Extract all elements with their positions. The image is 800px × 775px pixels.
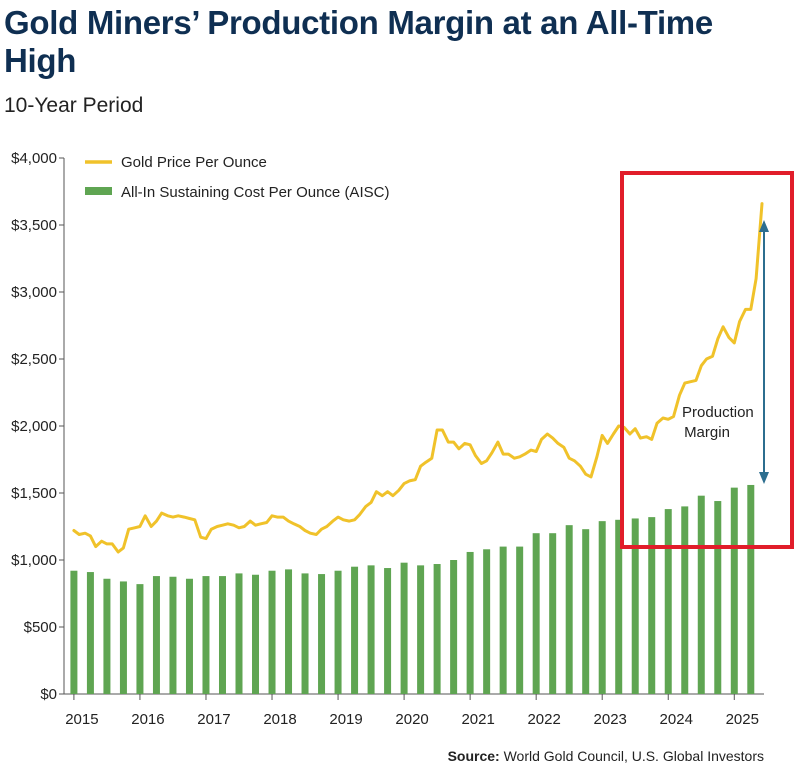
aisc-bar — [86, 572, 94, 694]
x-tick-label: 2017 — [197, 711, 230, 728]
aisc-bar — [582, 529, 590, 694]
aisc-bar — [136, 584, 144, 694]
aisc-bar — [598, 521, 606, 694]
source-note: Source: World Gold Council, U.S. Global … — [448, 748, 764, 764]
aisc-bar — [185, 578, 193, 694]
y-tick-label: $2,500 — [11, 351, 57, 368]
aisc-bar — [384, 568, 392, 694]
highlight-box — [620, 171, 794, 549]
aisc-bar — [466, 551, 474, 694]
aisc-bar — [301, 573, 309, 694]
production-margin-label: Production Margin — [682, 404, 758, 441]
aisc-bar — [70, 570, 78, 694]
aisc-bar — [318, 574, 326, 694]
y-tick-label: $1,000 — [11, 552, 57, 569]
aisc-bar — [433, 564, 441, 694]
y-tick-label: $500 — [24, 619, 57, 636]
aisc-bar — [119, 581, 127, 694]
aisc-bar — [417, 565, 425, 694]
x-tick-label: 2024 — [660, 711, 693, 728]
aisc-bar — [648, 517, 656, 694]
chart-subtitle: 10-Year Period — [4, 94, 144, 117]
x-tick-label: 2023 — [594, 711, 627, 728]
aisc-bar — [730, 487, 738, 694]
x-tick-label: 2022 — [527, 711, 560, 728]
x-tick-label: 2025 — [726, 711, 759, 728]
x-tick-label: 2016 — [131, 711, 164, 728]
aisc-bar — [664, 509, 672, 694]
y-tick-label: $2,000 — [11, 418, 57, 435]
x-tick-label: 2021 — [461, 711, 494, 728]
aisc-bar — [516, 546, 524, 694]
aisc-bar — [532, 533, 540, 694]
aisc-bar — [351, 566, 359, 694]
aisc-bar — [714, 501, 722, 694]
legend-aisc-label: All-In Sustaining Cost Per Ounce (AISC) — [121, 184, 389, 201]
aisc-bar — [169, 576, 177, 694]
y-tick-label: $3,000 — [11, 284, 57, 301]
chart-title: Gold Miners’ Production Margin at an All… — [4, 4, 713, 79]
source-text: World Gold Council, U.S. Global Investor… — [503, 748, 764, 764]
aisc-bar — [218, 576, 226, 694]
aisc-bar — [747, 484, 755, 694]
x-tick-label: 2015 — [65, 711, 98, 728]
legend-aisc-swatch — [85, 187, 112, 195]
aisc-bar — [631, 518, 639, 694]
aisc-bar — [483, 549, 491, 694]
x-tick-label: 2019 — [329, 711, 362, 728]
y-axis: $0 $500 $1,000 $1,500 $2,000 $2,500 $3,000 $3,5… — [11, 150, 65, 703]
aisc-bar — [152, 576, 160, 694]
x-tick-label: 2020 — [395, 711, 428, 728]
aisc-bar — [268, 570, 276, 694]
aisc-bars — [70, 484, 755, 694]
gold-price-line — [72, 202, 764, 554]
aisc-bar — [565, 525, 573, 694]
source-label: Source: — [447, 748, 500, 764]
aisc-bar — [450, 560, 458, 694]
y-tick-label: $1,500 — [11, 485, 57, 502]
aisc-bar — [252, 574, 260, 694]
y-tick-label: $4,000 — [11, 150, 57, 167]
aisc-bar — [367, 565, 375, 694]
legend: Gold Price Per Ounce All-In Sustaining C… — [85, 154, 389, 201]
legend-gold-label: Gold Price Per Ounce — [121, 154, 267, 171]
aisc-bar — [697, 495, 705, 694]
aisc-bar — [285, 569, 293, 694]
aisc-bar — [499, 546, 507, 694]
y-tick-label: $0 — [40, 686, 57, 703]
aisc-bar — [103, 578, 111, 694]
aisc-bar — [681, 506, 689, 694]
chart-area: $0 $500 $1,000 $1,500 $2,000 $2,500 $3,000 $3,5… — [11, 150, 794, 728]
aisc-bar — [334, 570, 342, 694]
production-margin-arrow — [759, 220, 769, 484]
aisc-bar — [615, 519, 623, 694]
x-tick-label: 2018 — [263, 711, 296, 728]
aisc-bar — [400, 562, 408, 694]
aisc-bar — [235, 573, 243, 694]
y-tick-label: $3,500 — [11, 217, 57, 234]
aisc-bar — [202, 576, 210, 694]
x-axis: 2015 2016 2017 2018 2019 2020 2021 2022 2023 2024… — [64, 693, 764, 728]
aisc-bar — [549, 533, 557, 694]
